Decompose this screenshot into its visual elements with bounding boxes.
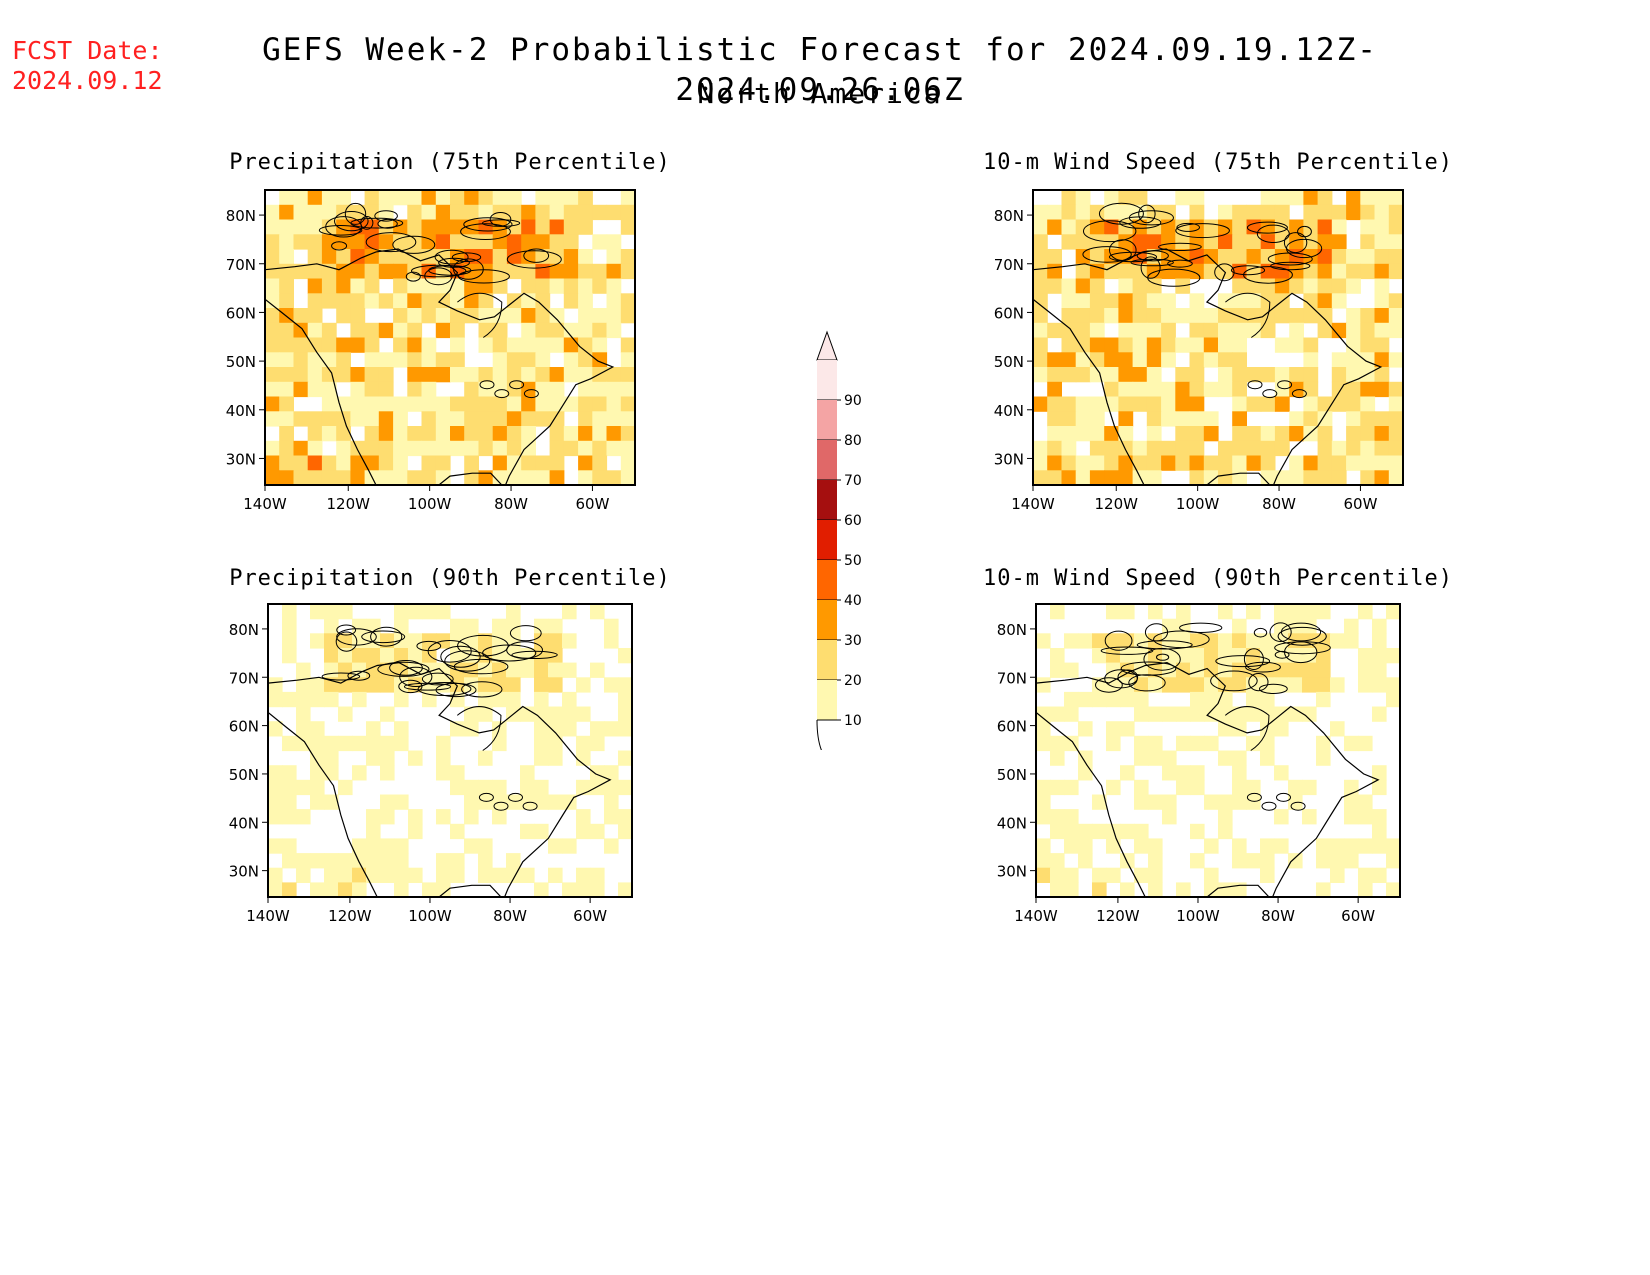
lon-label: 100W: [408, 907, 452, 925]
colorbar-top-cap: [816, 330, 838, 361]
lat-label: 60N: [229, 718, 259, 736]
lon-label: 60W: [575, 495, 609, 513]
lon-label: 80W: [493, 907, 527, 925]
lat-label: 70N: [226, 256, 256, 274]
colorbar-swatch: [817, 400, 837, 440]
forecast-map: 80N 70N 60N 50N 40N 30N 140W 120W 100W 80W 60W: [229, 603, 633, 925]
lat-label: 60N: [226, 304, 256, 322]
colorbar-bottom-cap: [816, 719, 828, 761]
colorbar-label: 70: [844, 473, 862, 489]
forecast-map: 80N 70N 60N 50N 40N 30N 140W 120W 100W 80W 60W: [994, 189, 1404, 513]
colorbar-label: 20: [844, 673, 862, 689]
lat-label: 80N: [226, 207, 256, 225]
colorbar-swatch: [817, 480, 837, 520]
colorbar-label: 90: [844, 393, 862, 409]
colorbar-label: 80: [844, 433, 862, 449]
map-frame: [264, 189, 636, 486]
forecast-date: FCST Date: 2024.09.12: [12, 36, 163, 96]
lat-label: 80N: [994, 207, 1024, 225]
map-frame: [1035, 603, 1401, 898]
coastline: [1036, 622, 1380, 897]
colorbar-swatch: [817, 440, 837, 480]
lon-label: 60W: [1343, 495, 1377, 513]
lon-label: 100W: [408, 495, 452, 513]
lon-label: 80W: [1262, 495, 1296, 513]
lat-label: 50N: [994, 353, 1024, 371]
lat-label: 80N: [997, 621, 1027, 639]
coastline: [1033, 202, 1383, 485]
lon-label: 120W: [1095, 495, 1139, 513]
shaded-probability-field: [268, 604, 632, 897]
lat-label: 40N: [994, 402, 1024, 420]
lon-label: 80W: [1261, 907, 1295, 925]
colorbar-label: 10: [844, 713, 862, 729]
lat-label: 70N: [997, 669, 1027, 687]
lon-label: 140W: [246, 907, 290, 925]
lon-label: 80W: [494, 495, 528, 513]
fcst-label: FCST Date:: [12, 36, 163, 65]
colorbar-swatch: [817, 640, 837, 680]
shaded-probability-field: [265, 190, 635, 485]
fcst-date-value: 2024.09.12: [12, 66, 163, 95]
lon-label: 120W: [328, 907, 372, 925]
lon-label: 140W: [243, 495, 287, 513]
lat-label: 30N: [226, 450, 256, 468]
lat-label: 60N: [997, 718, 1027, 736]
lat-label: 30N: [229, 863, 259, 881]
colorbar-swatch: [817, 560, 837, 600]
lon-label: 100W: [1176, 495, 1220, 513]
map-frame: [1032, 189, 1404, 486]
lat-label: 70N: [229, 669, 259, 687]
coastline: [265, 202, 615, 485]
shaded-probability-field: [1036, 604, 1400, 897]
panel-title: Precipitation (90th Percentile): [229, 566, 671, 591]
shaded-probability-field: [1033, 190, 1403, 485]
colorbar-label: 40: [844, 593, 862, 609]
panel-title: Precipitation (75th Percentile): [229, 150, 671, 175]
lat-label: 60N: [994, 304, 1024, 322]
lon-label: 120W: [327, 495, 371, 513]
colorbar-label: 30: [844, 633, 862, 649]
lat-label: 50N: [226, 353, 256, 371]
lat-label: 30N: [994, 450, 1024, 468]
region-subtitle: North America: [697, 77, 943, 110]
colorbar-swatch: [817, 360, 837, 400]
lon-label: 100W: [1176, 907, 1220, 925]
lat-label: 70N: [994, 256, 1024, 274]
coastline: [268, 624, 612, 897]
lon-label: 60W: [573, 907, 607, 925]
lat-label: 30N: [997, 863, 1027, 881]
lat-label: 40N: [997, 814, 1027, 832]
lon-label: 140W: [1014, 907, 1058, 925]
panel-title: 10-m Wind Speed (90th Percentile): [982, 566, 1454, 591]
lat-label: 40N: [229, 814, 259, 832]
page-title: GEFS Week-2 Probabilistic Forecast for 2…: [262, 32, 1378, 108]
panel-title: 10-m Wind Speed (75th Percentile): [982, 150, 1454, 175]
lat-label: 40N: [226, 402, 256, 420]
colorbar-label: 50: [844, 553, 862, 569]
forecast-map: 80N 70N 60N 50N 40N 30N 140W 120W 100W 80W 60W: [997, 603, 1401, 925]
lat-label: 80N: [229, 621, 259, 639]
lon-label: 120W: [1096, 907, 1140, 925]
colorbar-label: 60: [844, 513, 862, 529]
lon-label: 60W: [1341, 907, 1375, 925]
color-legend: 90 80 70 60 50 40 30 20 10: [800, 330, 870, 761]
lon-label: 140W: [1011, 495, 1055, 513]
colorbar-svg: 90 80 70 60 50 40 30 20 10: [816, 330, 862, 761]
colorbar-swatch: [817, 680, 837, 720]
map-frame: [267, 603, 633, 898]
colorbar-swatch: [817, 600, 837, 640]
lat-label: 50N: [229, 766, 259, 784]
lat-label: 50N: [997, 766, 1027, 784]
forecast-map: 80N 70N 60N 50N 40N 30N 140W 120W 100W 80W 60W: [226, 189, 636, 513]
colorbar-swatch: [817, 520, 837, 560]
